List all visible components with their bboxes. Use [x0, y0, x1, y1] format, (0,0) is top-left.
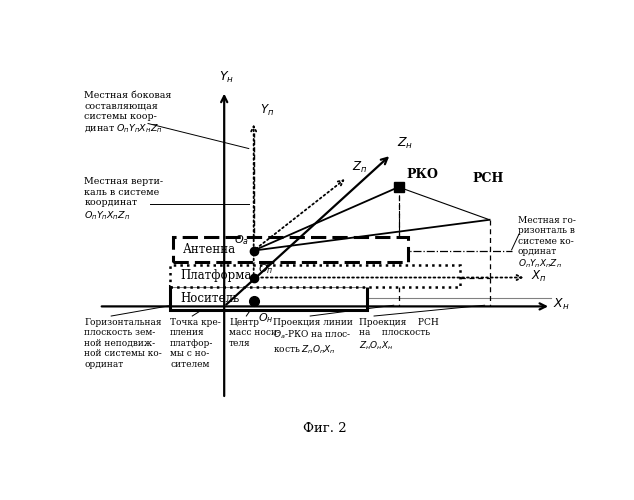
Text: $Z_н$: $Z_н$: [397, 136, 413, 151]
Text: $X_н$: $X_н$: [553, 298, 570, 312]
Text: РКО: РКО: [406, 168, 438, 181]
Text: $O_а$: $O_а$: [234, 233, 249, 246]
Bar: [170, 265, 460, 287]
Text: $X_п$: $X_п$: [531, 269, 547, 284]
Text: Точка кре-
пления
платфор-
мы с но-
сителем: Точка кре- пления платфор- мы с но- сите…: [170, 318, 221, 368]
Text: Проекция    РСН
на    плоскость
$Z_нO_нX_н$: Проекция РСН на плоскость $Z_нO_нX_н$: [359, 318, 439, 352]
Text: $Z_п$: $Z_п$: [352, 160, 367, 176]
Text: РСН: РСН: [472, 172, 503, 185]
Text: $O_п$: $O_п$: [257, 262, 273, 276]
Text: Центр
масс носи-
теля: Центр масс носи- теля: [229, 318, 280, 348]
Text: Антенна: Антенна: [183, 243, 236, 256]
Text: Местная го-
ризонталь в
системе ко-
ординат
$O_пY_пX_пZ_п$: Местная го- ризонталь в системе ко- орди…: [517, 216, 576, 270]
Bar: [170, 286, 366, 310]
Text: Носитель: Носитель: [180, 292, 239, 305]
Text: $O_н$: $O_н$: [257, 312, 273, 325]
Text: $Y_н$: $Y_н$: [219, 70, 234, 85]
Text: Фиг. 2: Фиг. 2: [303, 422, 347, 436]
Text: $Y_п$: $Y_п$: [259, 102, 274, 118]
Bar: [172, 237, 408, 262]
Text: Местная боковая
составляющая
системы коор-
динат $O_пY_пX_нZ_п$: Местная боковая составляющая системы коо…: [84, 91, 172, 134]
Text: Платформа: Платформа: [180, 270, 251, 282]
Text: Местная верти-
каль в системе
координат
$O_пY_пX_пZ_п$: Местная верти- каль в системе координат …: [84, 178, 164, 222]
Text: Проекция линии
$O_а$-РКО на плос-
кость $Z_пO_пX_п$: Проекция линии $O_а$-РКО на плос- кость …: [273, 318, 353, 356]
Text: Горизонтальная
плоскость зем-
ной неподвиж-
ной системы ко-
ординат: Горизонтальная плоскость зем- ной неподв…: [84, 318, 162, 368]
